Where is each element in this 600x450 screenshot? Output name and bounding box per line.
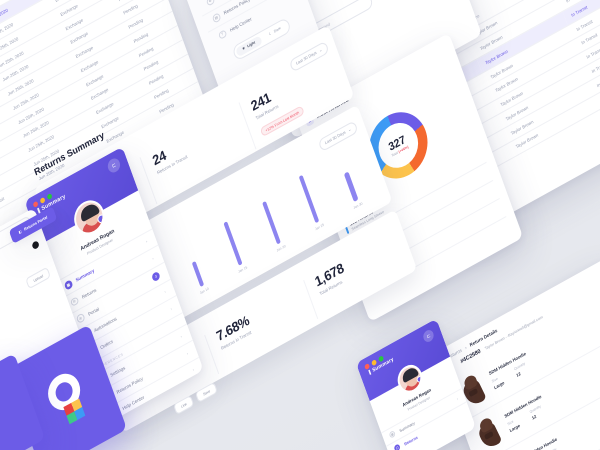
toggle-switch[interactable] bbox=[31, 240, 40, 251]
chevron-right-icon: › bbox=[145, 238, 149, 245]
bar[interactable] bbox=[344, 171, 359, 202]
chevron-down-icon: ⌄ bbox=[318, 46, 323, 54]
grid-icon: ▦ bbox=[388, 430, 396, 439]
close-dot[interactable] bbox=[32, 200, 39, 208]
breadcrumb-separator: › bbox=[464, 344, 468, 351]
chevron-right-icon: › bbox=[455, 395, 459, 402]
window-icon: ◎ bbox=[75, 312, 86, 324]
doc-icon: ▤ bbox=[211, 12, 221, 24]
product-image-hoodie-brown bbox=[472, 413, 505, 450]
grid-icon: ▦ bbox=[63, 279, 73, 291]
bar[interactable] bbox=[223, 221, 243, 266]
chevron-down-icon: ⌄ bbox=[347, 126, 352, 133]
chevron-right-icon: › bbox=[185, 350, 189, 356]
maximize-dot[interactable] bbox=[378, 355, 385, 363]
bar[interactable] bbox=[191, 260, 205, 288]
theme-light-label: Light bbox=[246, 40, 256, 49]
sidebar-mini-panel: ||| Summary ⊏ Andreas Rogan Product Desi… bbox=[355, 318, 477, 450]
sidebar-item-label: Settings bbox=[109, 365, 126, 379]
sidebar-item-label: Orders bbox=[99, 338, 114, 351]
maximize-dot[interactable] bbox=[46, 192, 53, 201]
minimize-dot[interactable] bbox=[39, 196, 46, 205]
box-icon: ◎ bbox=[69, 296, 79, 307]
sidebar-item-label: Portal bbox=[87, 305, 100, 317]
moon-icon: ☾ bbox=[268, 31, 273, 37]
help-icon: ? bbox=[217, 29, 227, 40]
sun-icon: ☀ bbox=[241, 45, 246, 52]
sidebar-item-label: Returns bbox=[81, 287, 97, 300]
portal-icon: ◧ bbox=[18, 229, 23, 235]
bar[interactable] bbox=[262, 201, 282, 245]
brand-mark bbox=[38, 366, 94, 435]
chevron-right-icon: › bbox=[179, 333, 183, 340]
chevron-right-icon: › bbox=[163, 289, 167, 295]
bar[interactable] bbox=[299, 174, 320, 224]
logo-square-blue bbox=[74, 407, 86, 420]
sidebar-mini-label-returns: Returns bbox=[403, 434, 419, 447]
minimize-dot[interactable] bbox=[371, 359, 378, 367]
box-icon: ▢ bbox=[393, 443, 401, 450]
chevron-right-icon: › bbox=[151, 255, 155, 261]
theme-dark-label: Dark bbox=[273, 26, 282, 34]
chevron-right-icon: › bbox=[191, 367, 195, 373]
close-dot[interactable] bbox=[364, 362, 371, 371]
chevron-right-icon: › bbox=[169, 305, 173, 312]
gear-icon: ⚙ bbox=[205, 0, 215, 7]
ghost-label-help: Help Center bbox=[229, 15, 253, 33]
donut-center-label: 327 Total (+44%) bbox=[387, 133, 409, 158]
sidebar-item-badge: 3 bbox=[151, 270, 161, 283]
